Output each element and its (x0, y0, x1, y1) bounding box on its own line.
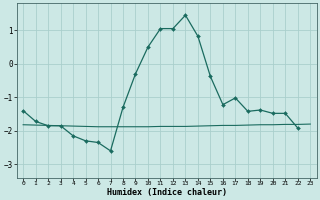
X-axis label: Humidex (Indice chaleur): Humidex (Indice chaleur) (107, 188, 227, 197)
